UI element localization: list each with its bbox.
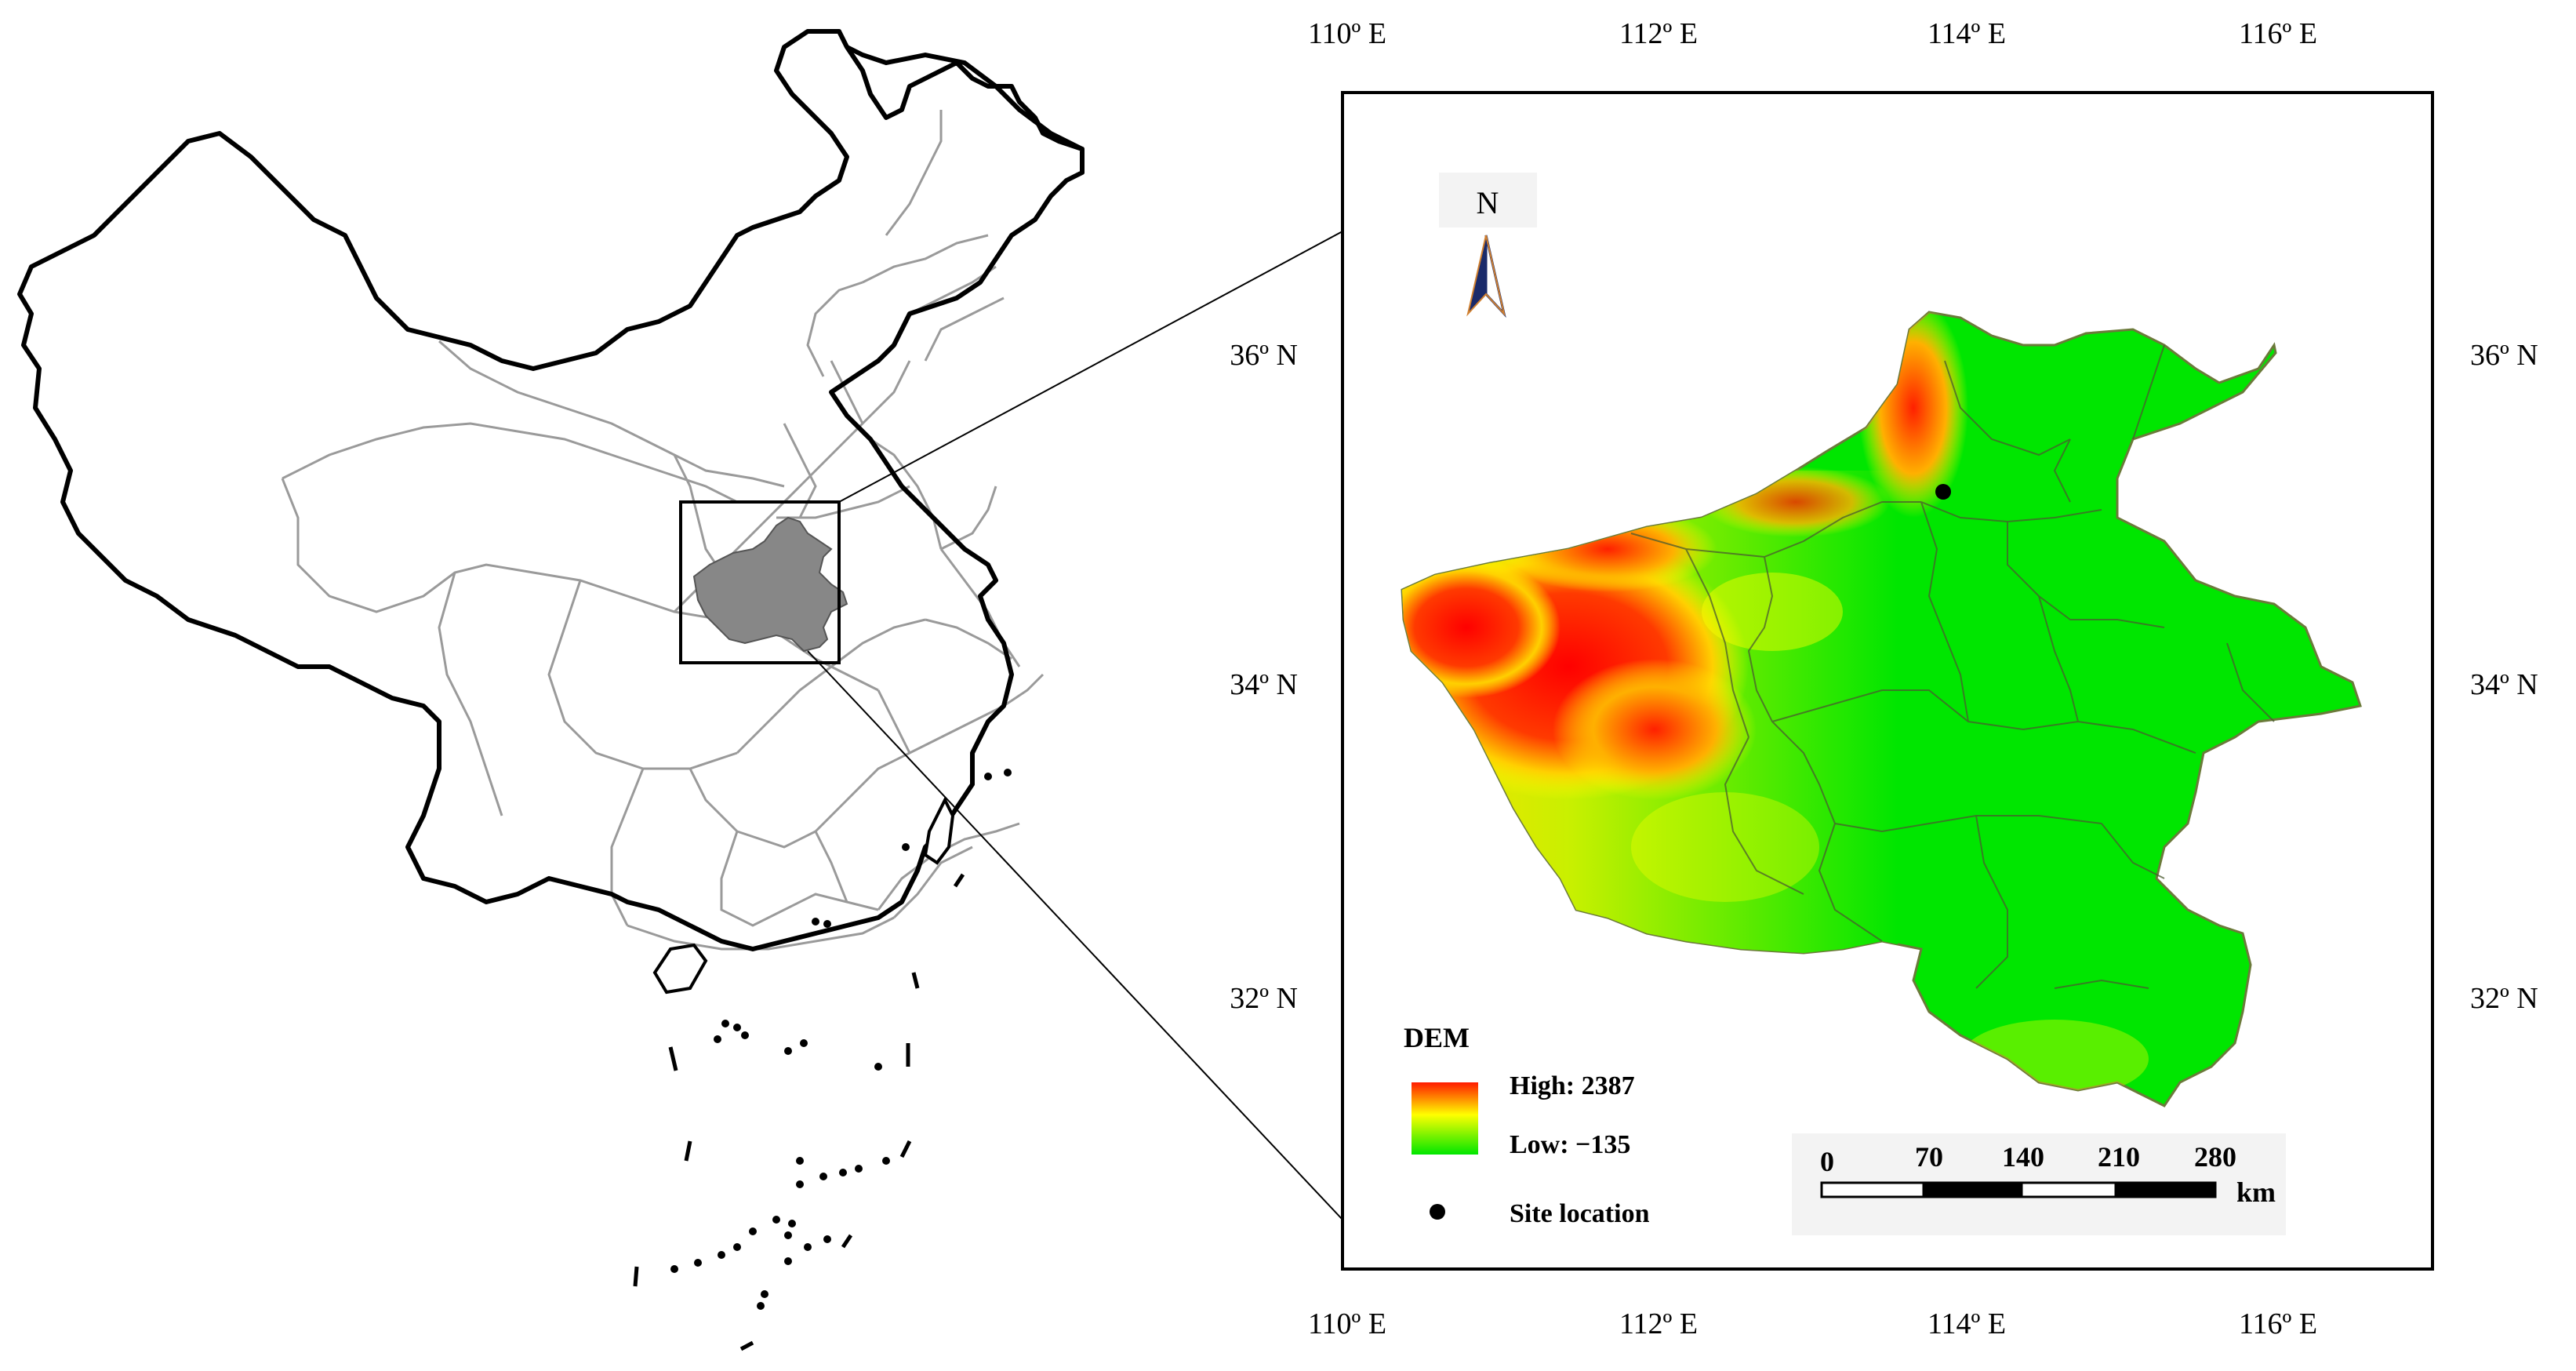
scale-tick-70: 70	[1915, 1141, 1943, 1173]
lon-labels-top: 110º E 112º E 114º E 116º E	[1308, 17, 2317, 50]
legend-low-label: Low: −135	[1510, 1130, 1630, 1159]
north-arrow-icon	[1466, 235, 1506, 318]
lon-label-bottom-112: 112º E	[1619, 1307, 1698, 1340]
overview-map	[17, 29, 1343, 1351]
lon-label-top-110: 110º E	[1308, 17, 1386, 50]
legend-dem-ramp	[1412, 1082, 1478, 1155]
scale-bar: 0 70 140 210 280 km	[1792, 1133, 2286, 1235]
lon-label-top-112: 112º E	[1619, 17, 1698, 50]
lat-labels-left: 36º N 34º N 32º N	[1230, 339, 1298, 1015]
north-arrow: N	[1439, 173, 1537, 318]
site-location-marker	[1935, 484, 1951, 500]
legend-site-label: Site location	[1510, 1199, 1650, 1228]
lat-label-right-34: 34º N	[2470, 668, 2538, 701]
lon-label-top-116: 116º E	[2239, 17, 2317, 50]
henan-locator-box	[679, 500, 841, 664]
city-boundaries	[1630, 344, 2275, 989]
province-boundaries	[281, 110, 1045, 951]
scale-tick-210: 210	[2098, 1141, 2140, 1173]
lon-labels-bottom: 110º E 112º E 114º E 116º E	[1308, 1307, 2317, 1340]
lon-label-bottom-116: 116º E	[2239, 1307, 2317, 1340]
china-outline	[17, 29, 1085, 951]
scale-tick-280: 280	[2194, 1141, 2236, 1173]
legend: DEM High: 2387 Low: −135 Site location	[1404, 1022, 1650, 1228]
lat-label-left-36: 36º N	[1230, 339, 1298, 372]
lat-label-left-34: 34º N	[1230, 668, 1298, 701]
lon-label-bottom-114: 114º E	[1927, 1307, 2006, 1340]
lat-label-right-32: 32º N	[2470, 982, 2538, 1015]
nine-dash-line	[633, 873, 965, 1351]
detail-map: N 110º E 112º E 114º E 116º E 110º E 112…	[1230, 17, 2538, 1340]
zoom-line-top	[838, 231, 1343, 503]
legend-site-marker	[1430, 1204, 1445, 1220]
scale-tick-140: 140	[2002, 1141, 2044, 1173]
legend-high-label: High: 2387	[1510, 1071, 1635, 1100]
lat-labels-right: 36º N 34º N 32º N	[2470, 339, 2538, 1015]
china-outline-ne	[845, 45, 1084, 151]
scale-tick-0: 0	[1820, 1146, 1834, 1177]
legend-title: DEM	[1404, 1022, 1470, 1053]
zoom-line-bottom	[807, 650, 1343, 1220]
henan-province-highlight	[692, 516, 848, 653]
lat-label-left-32: 32º N	[1230, 982, 1298, 1015]
lon-label-bottom-110: 110º E	[1308, 1307, 1386, 1340]
south-sea-islands	[670, 769, 1012, 1310]
lon-label-top-114: 114º E	[1927, 17, 2006, 50]
hainan-island	[652, 943, 708, 995]
north-arrow-label: N	[1477, 185, 1499, 220]
scale-unit: km	[2236, 1176, 2276, 1208]
lat-label-right-36: 36º N	[2470, 339, 2538, 372]
taiwan-island	[923, 796, 955, 865]
